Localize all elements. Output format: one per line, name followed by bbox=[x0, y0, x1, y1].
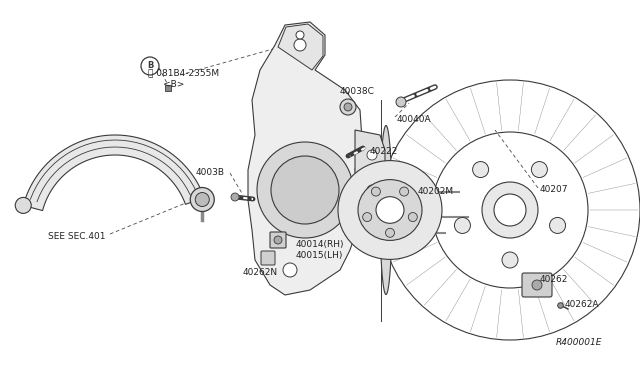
Text: 40207: 40207 bbox=[540, 185, 568, 194]
Circle shape bbox=[385, 228, 394, 237]
Text: Ⓑ 081B4-2355M: Ⓑ 081B4-2355M bbox=[148, 68, 219, 77]
Circle shape bbox=[231, 193, 239, 201]
FancyBboxPatch shape bbox=[522, 273, 552, 297]
Text: 40040A: 40040A bbox=[397, 115, 431, 124]
Circle shape bbox=[344, 103, 352, 111]
FancyBboxPatch shape bbox=[270, 232, 286, 248]
Circle shape bbox=[15, 198, 31, 214]
Text: 40015(LH): 40015(LH) bbox=[296, 251, 344, 260]
Circle shape bbox=[371, 187, 380, 196]
Ellipse shape bbox=[380, 125, 392, 295]
Circle shape bbox=[367, 220, 377, 230]
Ellipse shape bbox=[338, 161, 442, 259]
Text: 40222: 40222 bbox=[370, 147, 398, 156]
Circle shape bbox=[363, 212, 372, 222]
Text: 40262A: 40262A bbox=[565, 300, 600, 309]
Text: B: B bbox=[147, 61, 153, 71]
Circle shape bbox=[294, 39, 306, 51]
Circle shape bbox=[408, 212, 417, 222]
Text: 40202M: 40202M bbox=[418, 187, 454, 196]
Text: <B>: <B> bbox=[163, 80, 184, 89]
Polygon shape bbox=[248, 22, 362, 295]
Circle shape bbox=[532, 280, 542, 290]
Text: 40014(RH): 40014(RH) bbox=[296, 240, 344, 249]
Circle shape bbox=[340, 99, 356, 115]
FancyBboxPatch shape bbox=[261, 251, 275, 265]
Text: 40262N: 40262N bbox=[243, 268, 278, 277]
Circle shape bbox=[482, 182, 538, 238]
Circle shape bbox=[399, 187, 408, 196]
Text: R400001E: R400001E bbox=[556, 338, 602, 347]
Text: 4003B: 4003B bbox=[196, 168, 225, 177]
Polygon shape bbox=[355, 130, 385, 245]
Text: SEE SEC.401: SEE SEC.401 bbox=[48, 232, 106, 241]
Circle shape bbox=[550, 218, 566, 234]
Circle shape bbox=[531, 161, 547, 177]
Circle shape bbox=[472, 161, 488, 177]
Circle shape bbox=[396, 97, 406, 107]
Circle shape bbox=[274, 236, 282, 244]
Circle shape bbox=[283, 263, 297, 277]
Circle shape bbox=[367, 185, 377, 195]
Ellipse shape bbox=[358, 180, 422, 240]
Circle shape bbox=[195, 192, 209, 206]
Polygon shape bbox=[23, 135, 204, 211]
Circle shape bbox=[454, 218, 470, 234]
Circle shape bbox=[367, 150, 377, 160]
Circle shape bbox=[271, 156, 339, 224]
Text: 40262: 40262 bbox=[540, 275, 568, 284]
Circle shape bbox=[296, 31, 304, 39]
Circle shape bbox=[257, 142, 353, 238]
Text: 40038C: 40038C bbox=[340, 87, 375, 96]
Circle shape bbox=[502, 252, 518, 268]
Polygon shape bbox=[278, 24, 323, 70]
Circle shape bbox=[494, 194, 526, 226]
Circle shape bbox=[190, 187, 214, 212]
Ellipse shape bbox=[376, 197, 404, 223]
